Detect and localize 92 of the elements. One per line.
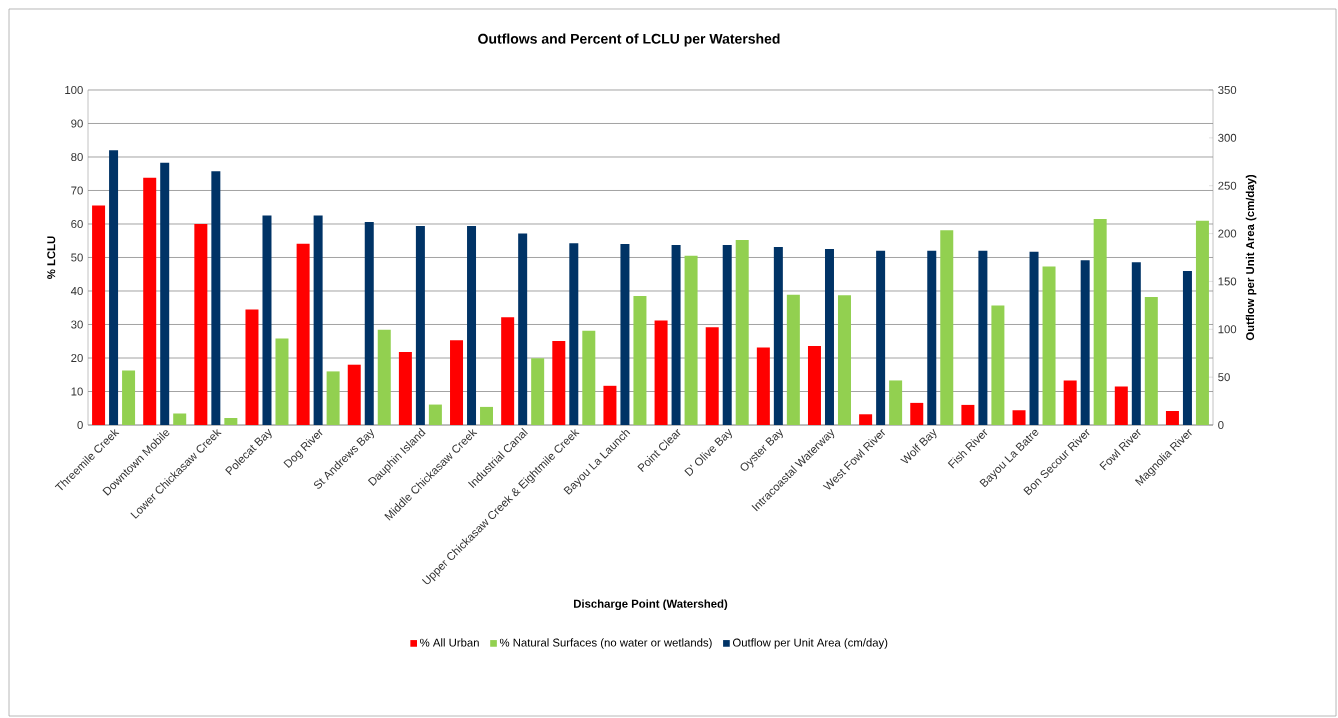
legend-label: % All Urban [420,638,479,647]
bar [603,385,617,425]
bar [569,243,579,425]
y-tick-label: 90 [71,119,83,128]
bar [940,230,954,425]
y2-tick-label: 200 [1218,229,1237,238]
y2-tick-label: 0 [1218,421,1224,429]
bar [927,250,937,425]
y2-tick-label: 250 [1218,181,1237,190]
bar [1093,218,1107,425]
legend-label: Outflow per Unit Area (cm/day) [732,638,888,649]
bar [160,162,170,425]
bar [364,222,374,425]
bar [961,404,975,425]
bar [654,320,668,425]
y-tick-label: 100 [65,86,83,94]
bar [705,327,719,425]
y-tick-label: 10 [71,387,83,396]
bar [467,225,477,425]
bar [735,240,749,425]
bar [1195,220,1209,425]
bar [296,243,310,425]
bar [910,402,924,425]
bar [633,296,647,425]
y2-tick-label: 300 [1218,133,1237,142]
bar [1042,266,1056,425]
bar [347,364,361,425]
bar [194,224,208,425]
bar [978,250,988,425]
y-tick-label: 60 [71,220,83,229]
bar [1144,297,1158,425]
bar [582,330,596,425]
y-tick-label: 20 [71,354,83,363]
y2-tick-label: 150 [1218,277,1237,286]
bar [859,414,873,425]
bar [1182,270,1192,425]
bar [480,406,494,425]
bar [313,215,323,425]
bar [824,248,834,425]
y-tick-label: 50 [71,253,83,262]
bar [245,309,259,425]
bar [837,295,851,425]
bar [991,305,1005,425]
bar [173,413,187,425]
bar [377,329,391,425]
bar [122,370,136,425]
bar [428,404,442,425]
bar [1063,380,1077,425]
bar [262,215,272,425]
bar [786,294,800,425]
bar [450,340,464,425]
bar [552,340,566,425]
bar [756,347,770,425]
y-axis-title: % LCLU [47,236,56,279]
legend-label: % Natural Surfaces (no water or wetlands) [499,638,712,649]
bar [415,225,425,425]
bar [722,245,732,425]
bar [326,371,340,425]
bar [620,244,630,425]
bar [518,233,528,425]
bar [398,351,412,425]
y-tick-label: 0 [77,421,83,430]
bar [1131,262,1141,425]
y2-axis-title: Outflow per Unit Area (cm/day) [1245,174,1257,341]
bar [1029,251,1039,425]
y2-tick-label: 50 [1218,373,1230,382]
bar [109,150,119,425]
chart-title: Outflows and Percent of LCLU per Watershed [478,33,780,47]
x-axis-title: Discharge Point (Watershed) [574,599,728,611]
bar [889,380,903,425]
bar [275,338,289,425]
y2-tick-label: 100 [1218,325,1237,334]
bar [501,317,515,425]
bar [211,171,221,425]
y2-tick-label: 350 [1218,86,1237,94]
y-tick-label: 70 [71,186,83,195]
bar [224,417,238,425]
y-tick-label: 80 [71,153,83,162]
bar [531,358,545,425]
bar [671,245,681,425]
bar [143,177,157,425]
bar [807,345,821,425]
bar [1114,386,1128,425]
y-tick-label: 30 [71,320,83,329]
bar [684,255,698,425]
bar [92,205,106,425]
bar [773,246,783,425]
bar [1012,410,1026,425]
y-tick-label: 40 [70,287,83,296]
bar [1165,410,1179,425]
bar [1080,260,1090,425]
bar [876,250,886,425]
